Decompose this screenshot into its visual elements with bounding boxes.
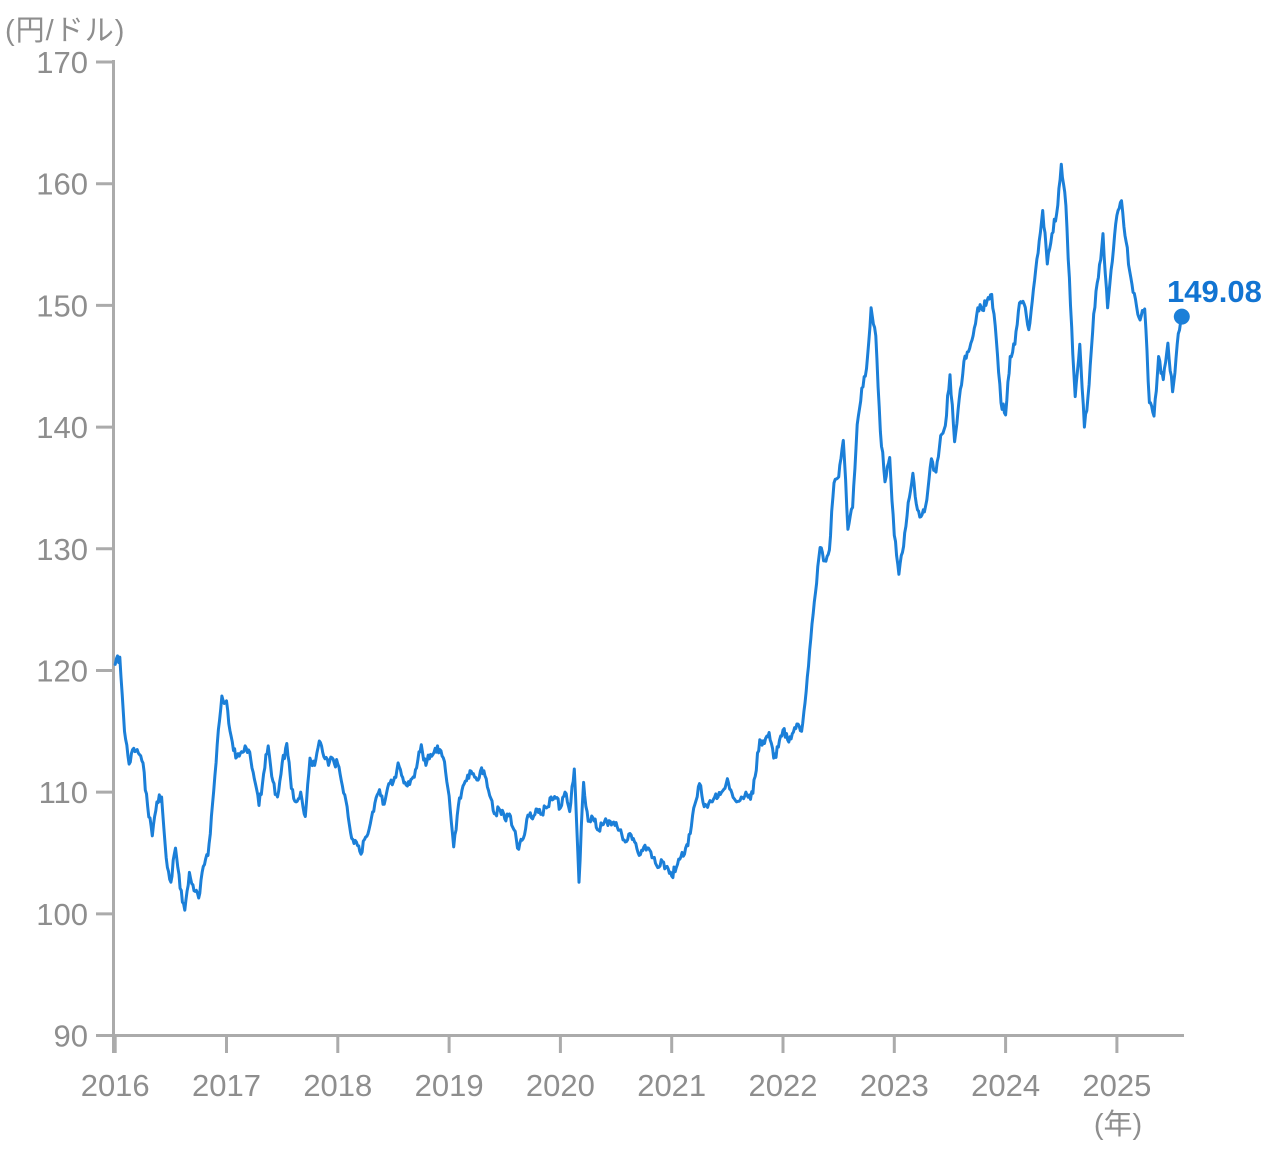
y-tick-label: 160 — [36, 167, 88, 202]
y-tick-label: 100 — [36, 897, 88, 932]
x-tick-label: 2021 — [637, 1068, 706, 1103]
y-tick-label: 170 — [36, 45, 88, 80]
x-tick-label: 2016 — [81, 1068, 150, 1103]
y-axis-labels: 170 160 150 140 130 120 110 100 90 — [36, 45, 88, 1054]
y-axis-unit-label: (円/ドル) — [5, 15, 126, 47]
last-value-label: 149.08 — [1167, 274, 1262, 309]
axis-lines — [96, 60, 1184, 1053]
x-axis-labels: 2016 2017 2018 2019 2020 2021 2022 2023 2024 2025 — [81, 1068, 1152, 1103]
y-tick-label: 120 — [36, 653, 88, 688]
y-tick-label: 140 — [36, 410, 88, 445]
x-tick-label: 2024 — [971, 1068, 1040, 1103]
y-tick-label: 150 — [36, 288, 88, 323]
x-tick-label: 2019 — [415, 1068, 484, 1103]
y-tick-label: 110 — [39, 775, 88, 810]
y-tick-label: 90 — [54, 1019, 88, 1054]
last-point-marker — [1173, 308, 1190, 325]
x-tick-label: 2018 — [303, 1068, 372, 1103]
x-tick-label: 2023 — [860, 1068, 929, 1103]
x-tick-label: 2020 — [526, 1068, 595, 1103]
x-axis-unit-label: (年) — [1093, 1109, 1143, 1141]
price-line-series — [113, 162, 1184, 912]
x-axis-ticks — [113, 1035, 1119, 1053]
x-tick-label: 2022 — [749, 1068, 818, 1103]
y-axis-ticks — [96, 60, 114, 1037]
y-tick-label: 130 — [36, 532, 88, 567]
x-tick-label: 2017 — [192, 1068, 261, 1103]
x-tick-label: 2025 — [1082, 1068, 1151, 1103]
